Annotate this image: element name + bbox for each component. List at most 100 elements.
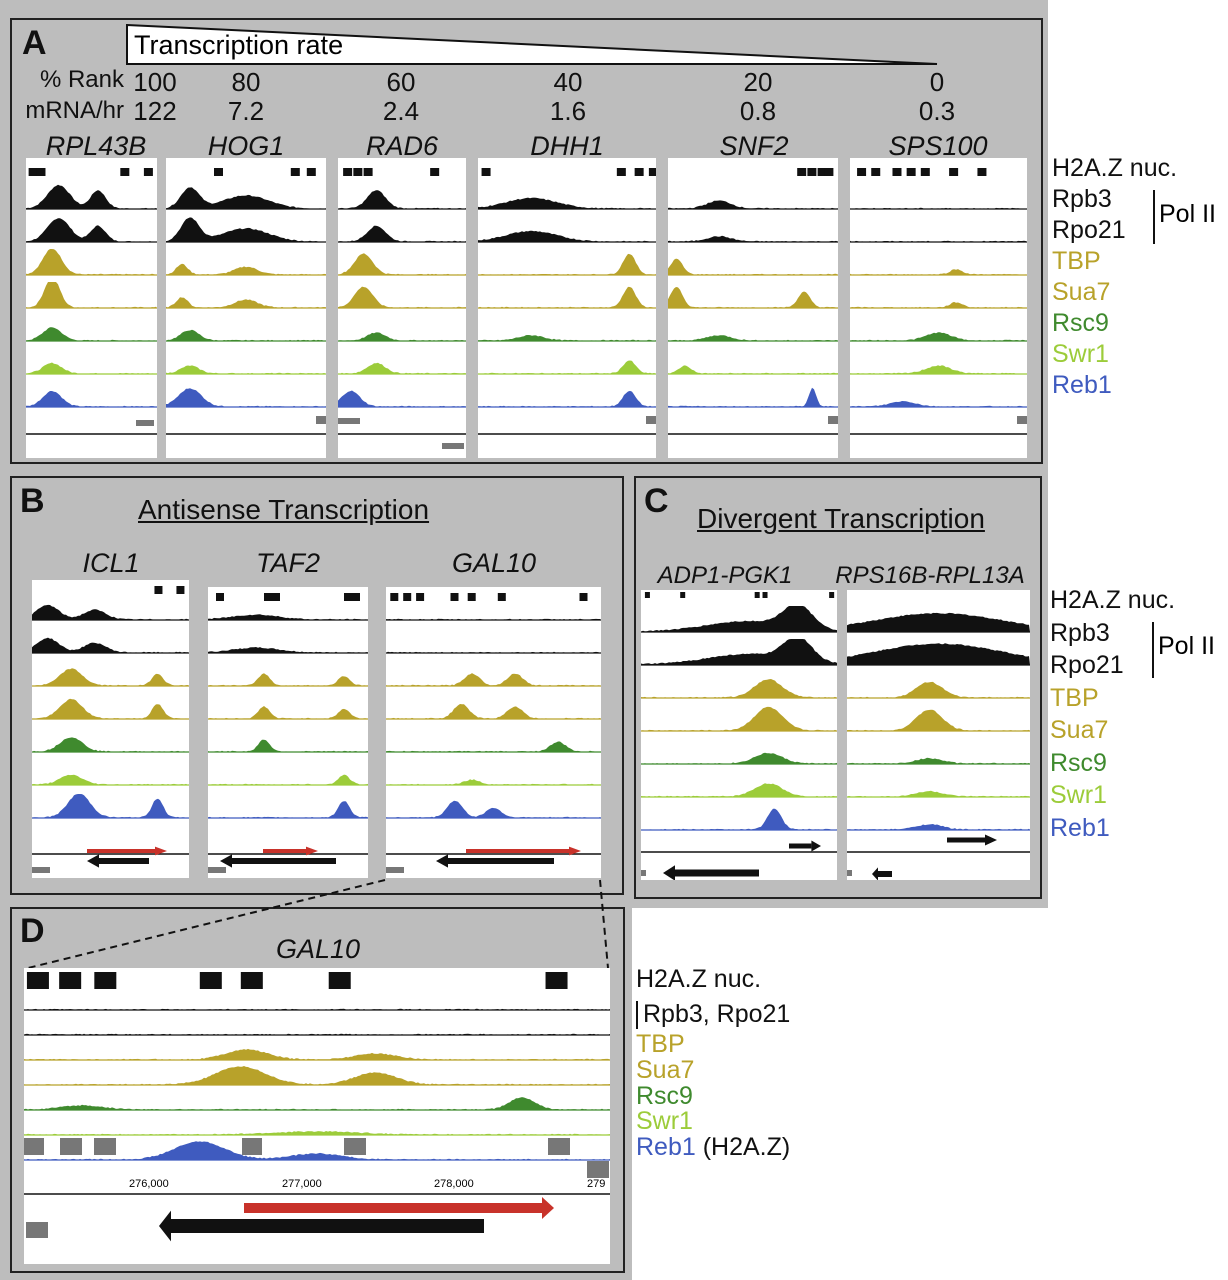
- rsc9-track: [338, 332, 466, 341]
- gene-arrow: [663, 865, 759, 880]
- rsc9-track: [847, 757, 1030, 764]
- gene-arrow: [789, 840, 821, 852]
- rpb3-track: [338, 190, 466, 209]
- legend-tbp: TBP: [1052, 247, 1101, 275]
- h2az-nucleosome-mark: [797, 168, 807, 176]
- h2az-nucleosome-mark: [154, 586, 163, 594]
- gene-name-b-1: TAF2: [255, 548, 321, 578]
- gene-arrow: [436, 854, 554, 868]
- rsc9-track: [641, 752, 837, 764]
- h2az-nucleosome-mark: [328, 972, 351, 989]
- rsc9-track: [850, 332, 1027, 341]
- h2az-nucleosome-mark: [176, 586, 185, 594]
- gene-name-c-0: ADP1-PGK1: [657, 562, 793, 589]
- rpo21-track: [24, 1033, 610, 1035]
- rsc9-track: [386, 741, 601, 752]
- h2az-nucleosome-mark: [59, 972, 82, 989]
- reb1-track: [26, 391, 157, 407]
- legend-d-tbp: TBP: [636, 1030, 685, 1058]
- pol2-label: Pol II: [1159, 200, 1216, 228]
- sua7-track: [166, 297, 326, 308]
- sua7-track: [338, 286, 466, 308]
- swr1-track: [386, 779, 601, 785]
- rank-value-1: 80: [231, 67, 261, 97]
- panel-a-legend: H2A.Z nuc. Rpb3 Rpo21 TBP Sua7 Rsc9 Swr1…: [1052, 153, 1177, 401]
- sua7-track: [668, 287, 838, 308]
- legend-rsc9: Rsc9: [1052, 309, 1109, 337]
- sua7-track: [26, 282, 157, 308]
- tbp-track: [668, 258, 838, 275]
- h2az-nucleosome-mark: [754, 592, 760, 598]
- legend-swr1: Swr1: [1052, 340, 1109, 368]
- neighbor-feature-mark: [136, 420, 154, 426]
- swr1-track: [338, 362, 466, 374]
- h2az-nucleosome-mark: [416, 593, 425, 601]
- rpb3-track: [166, 187, 326, 209]
- rpb3-track: [386, 618, 601, 620]
- neighbor-feature-mark: [646, 416, 656, 424]
- h2az-nucleosome-mark: [26, 972, 49, 989]
- pol2-bracket-c: [1152, 622, 1154, 678]
- h2az-nucleosome-mark: [616, 168, 626, 176]
- swr1-track: [32, 774, 189, 785]
- rsc9-track: [26, 327, 157, 341]
- rank-value-3: 40: [553, 67, 583, 97]
- legend-rpb3: Rpb3: [1052, 185, 1112, 213]
- genome-browser-b-1: [208, 587, 368, 878]
- rsc9-track: [166, 329, 326, 341]
- h2az-nucleosome-mark: [390, 593, 399, 601]
- reb1-track: [847, 824, 1030, 830]
- sua7-track: [386, 704, 601, 719]
- antisense-transcript-arrow: [87, 846, 167, 856]
- axis-tick-label: 276,000: [129, 1178, 169, 1190]
- rpo21-track: [338, 225, 466, 242]
- h2az-nucleosome-mark: [824, 168, 834, 176]
- gene-arrow: [87, 854, 149, 868]
- h2az-nucleosome-mark: [892, 168, 902, 176]
- axis-tick-label: 278,000: [434, 1178, 474, 1190]
- h2az-nucleosome-mark: [829, 592, 835, 598]
- h2az-nucleosome-mark: [306, 168, 316, 176]
- genome-browser-b-2: [386, 587, 601, 878]
- rpb3-track: [32, 604, 189, 620]
- tbp-track: [208, 673, 368, 686]
- swr1-track: [26, 362, 157, 374]
- swr1-track: [847, 790, 1030, 797]
- h2az-nucleosome-mark: [644, 592, 650, 598]
- h2az-nucleosome-mark: [579, 593, 588, 601]
- h2az-nucleosome-mark: [143, 168, 153, 176]
- rank-value-2: 60: [386, 67, 416, 97]
- swr1-track: [641, 783, 837, 797]
- legend-reb1: Reb1: [1052, 371, 1112, 399]
- panel-c-frame: [634, 476, 1042, 899]
- reb1-track: [850, 401, 1027, 407]
- h2az-nucleosome-mark: [403, 593, 412, 601]
- legend-c-rsc9: Rsc9: [1050, 748, 1107, 777]
- reb1-track: [641, 808, 837, 830]
- h2az-nucleosome-mark: [94, 972, 117, 989]
- reb1-track: [478, 390, 656, 407]
- neighbor-feature-mark: [32, 867, 50, 873]
- rpo21-track: [166, 217, 326, 242]
- tbp-track: [847, 681, 1030, 698]
- panel-c-legend: H2A.Z nuc. Rpb3 Rpo21 TBP Sua7 Rsc9 Swr1…: [1050, 584, 1175, 844]
- legend-sua7: Sua7: [1052, 278, 1111, 306]
- neighbor-feature-mark: [1017, 416, 1027, 424]
- neighbor-feature-mark: [587, 1161, 609, 1178]
- h2az-nucleosome-mark: [264, 593, 272, 601]
- genome-browser-a-0: [26, 158, 157, 458]
- legend-c-tbp: TBP: [1050, 683, 1099, 712]
- genome-browser-a-4: [668, 158, 838, 458]
- rpo21-track: [208, 647, 368, 653]
- rpo21-track: [386, 651, 601, 653]
- rsc9-track: [208, 739, 368, 752]
- rank-value-0: 100: [133, 67, 177, 97]
- panel-c-label: C: [644, 482, 669, 520]
- gene-arrow: [159, 1210, 484, 1242]
- genome-browser-a-1: [166, 158, 326, 458]
- h2az-nucleosome-mark: [344, 593, 352, 601]
- rank-row-label: % Rank: [39, 66, 124, 93]
- axis-tick-label: 279: [587, 1178, 606, 1190]
- h2az-nucleosome-mark: [920, 168, 930, 176]
- tbp-track: [24, 1048, 610, 1060]
